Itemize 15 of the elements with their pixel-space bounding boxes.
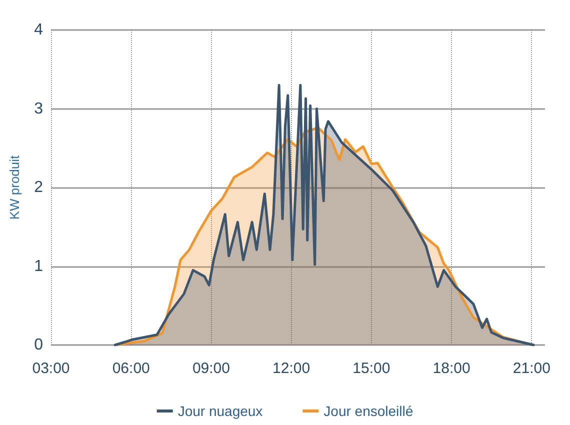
x-tick-label: 06:00 — [112, 360, 150, 377]
x-tick-label: 15:00 — [352, 360, 390, 377]
x-tick-label: 18:00 — [432, 360, 470, 377]
x-tick-label: 21:00 — [512, 360, 550, 377]
y-tick-label: 0 — [34, 336, 44, 354]
y-tick-label: 2 — [34, 179, 44, 196]
y-tick-label: 3 — [34, 100, 44, 118]
legend-label: Jour ensoleillé — [324, 403, 414, 419]
y-axis-title: KW produit — [7, 154, 22, 220]
x-tick-label: 09:00 — [192, 360, 230, 377]
x-tick-label: 03:00 — [32, 360, 70, 377]
legend-label: Jour nuageux — [178, 403, 263, 419]
y-tick-label: 4 — [34, 22, 44, 38]
y-tick-label: 1 — [34, 258, 44, 275]
x-tick-label: 12:00 — [272, 360, 310, 377]
